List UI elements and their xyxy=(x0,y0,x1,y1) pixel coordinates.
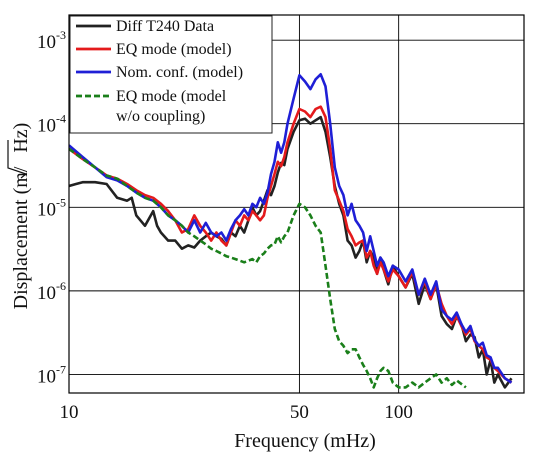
x-axis-label: Frequency (mHz) xyxy=(234,430,376,452)
y-tick-base: 10 xyxy=(37,116,56,137)
y-tick-label: 10-3 xyxy=(37,28,66,53)
y-axis-label-radicand: Hz xyxy=(10,129,32,152)
series-line-4 xyxy=(69,147,467,389)
sqrt-symbol xyxy=(7,140,28,179)
y-tick-exponent: -6 xyxy=(56,279,66,293)
y-tick-base: 10 xyxy=(37,366,56,387)
legend-label-4: w/o coupling) xyxy=(116,108,205,125)
y-tick-label: 10-5 xyxy=(37,195,66,220)
x-tick-labels: 10 50 100 xyxy=(60,402,413,423)
legend-label-3: Nom. conf. (model) xyxy=(116,64,243,81)
legend-label-2: EQ mode (model) xyxy=(116,41,232,58)
x-tick-label: 100 xyxy=(384,402,413,423)
series-line-1 xyxy=(69,115,513,389)
x-tick-label: 10 xyxy=(60,402,79,423)
y-axis-label-text: Displacement (m/Hz) xyxy=(10,123,32,310)
legend-label-1: Diff T240 Data xyxy=(116,18,214,35)
legend: Diff T240 Data EQ mode (model) Nom. conf. … xyxy=(69,15,273,134)
x-tick-label: 50 xyxy=(290,402,309,423)
y-tick-base: 10 xyxy=(37,199,56,220)
y-axis-label: Displacement (m/Hz) xyxy=(7,123,32,310)
y-tick-exponent: -3 xyxy=(56,28,66,42)
y-tick-label: 10-7 xyxy=(37,362,66,387)
y-tick-exponent: -5 xyxy=(56,195,66,209)
y-tick-label: 10-6 xyxy=(37,279,66,304)
y-tick-labels: 10-710-610-510-410-3 xyxy=(37,28,66,387)
plot-frame xyxy=(68,14,525,394)
y-axis-label-suffix: ) xyxy=(10,123,32,130)
series-line-3 xyxy=(69,73,513,384)
series-layer xyxy=(69,73,513,389)
legend-label-4: EQ mode (model xyxy=(116,88,227,105)
y-axis-label-prefix: Displacement (m/ xyxy=(10,166,32,309)
y-tick-base: 10 xyxy=(37,32,56,53)
y-tick-base: 10 xyxy=(37,283,56,304)
y-tick-exponent: -7 xyxy=(56,362,66,376)
y-tick-exponent: -4 xyxy=(56,112,66,126)
legend-box xyxy=(69,15,273,134)
y-tick-label: 10-4 xyxy=(37,112,66,137)
